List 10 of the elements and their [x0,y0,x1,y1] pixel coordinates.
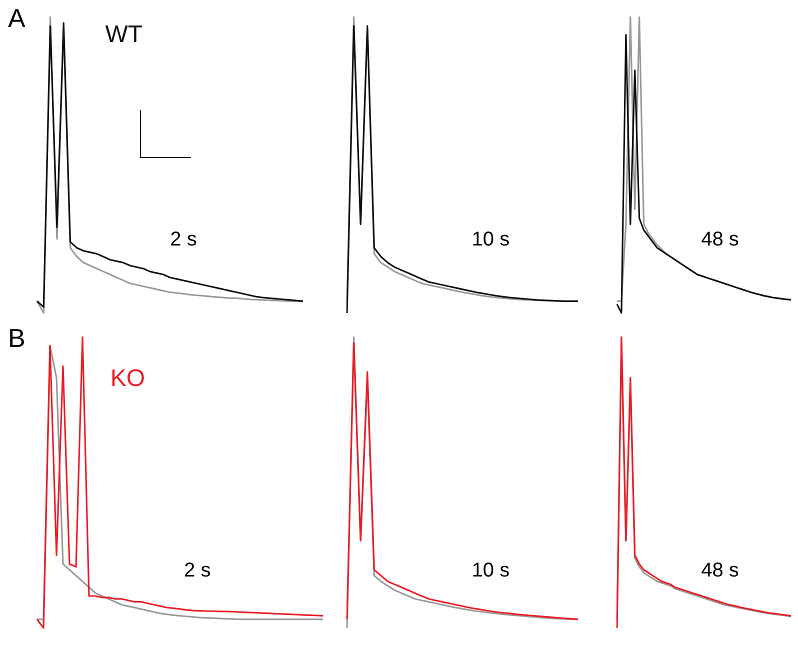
annotation: 48 s [701,228,739,252]
annotation: 10 s [472,560,510,582]
annotation: 48 s [701,560,739,582]
series-label: KO [110,364,146,392]
annotation: 2 s [184,560,211,582]
series-label: WT [105,21,142,49]
text: B [8,323,26,354]
annotation: 2 s [170,228,197,252]
annotation: 10 s [472,228,510,252]
text: A [8,3,26,34]
